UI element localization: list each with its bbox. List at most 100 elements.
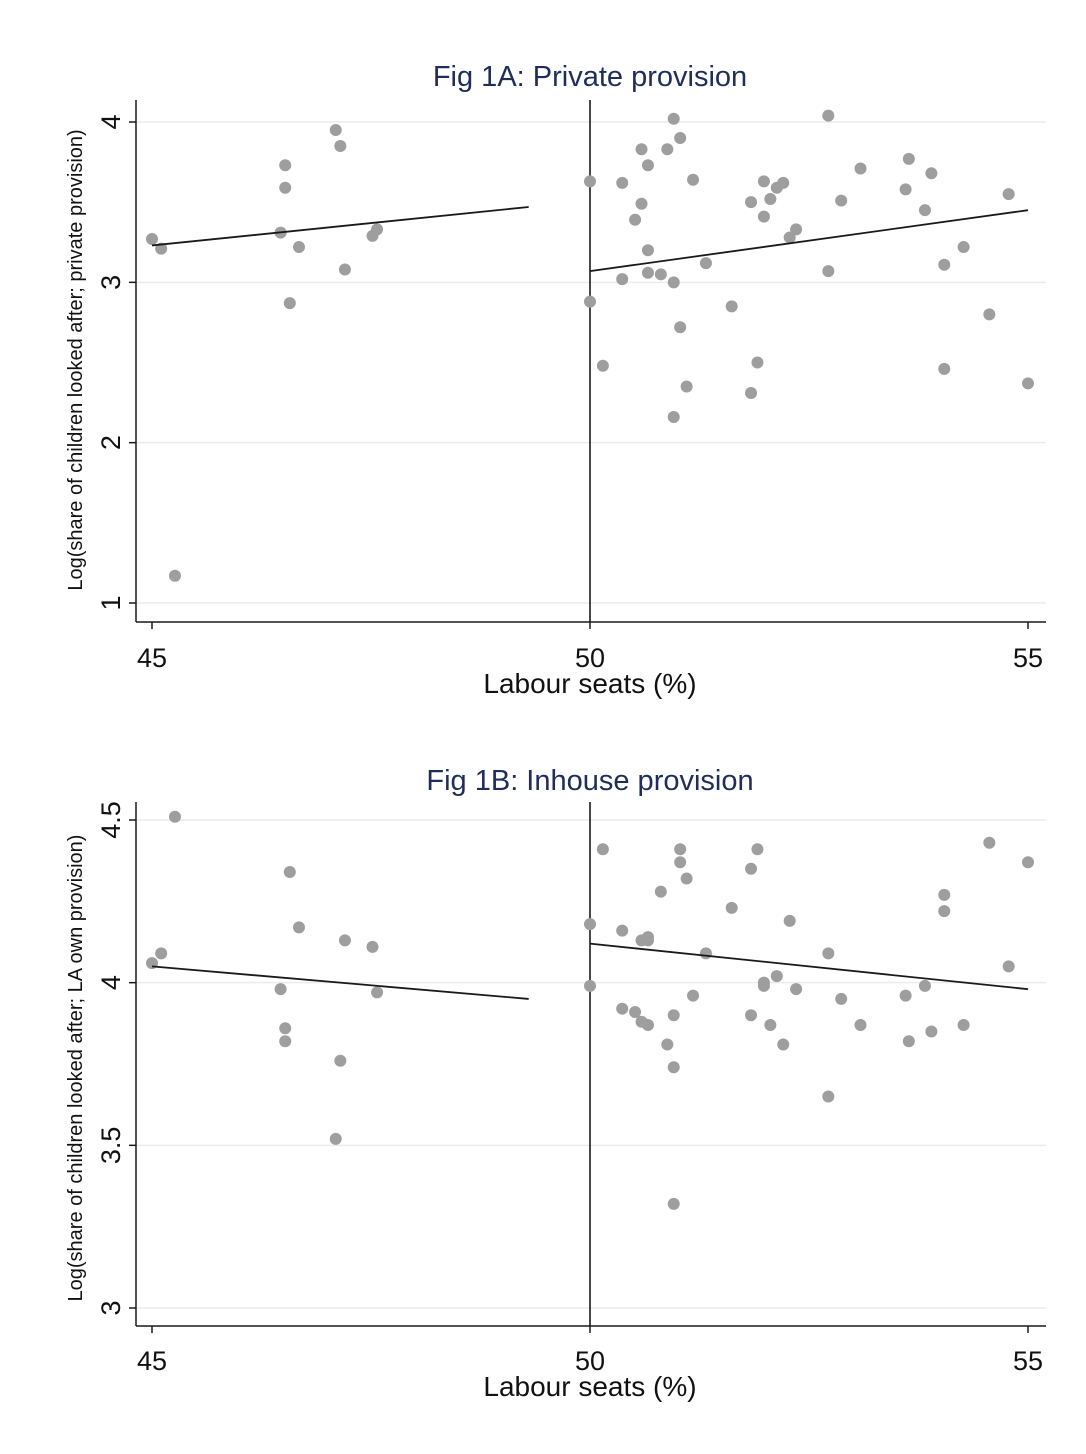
data-point	[938, 258, 951, 271]
data-point	[641, 244, 654, 257]
data-point	[584, 175, 596, 188]
y-tick-label: 4.5	[96, 801, 126, 839]
y-tick-label: 3	[96, 275, 126, 290]
data-point	[596, 359, 609, 372]
data-point	[667, 1061, 680, 1074]
plot-area: 3 3.5 4 4.5 45 50 55	[96, 801, 1046, 1376]
data-point	[661, 1038, 674, 1051]
data-point	[983, 836, 996, 849]
data-point	[822, 265, 835, 278]
data-point	[667, 411, 680, 424]
data-point	[783, 914, 796, 927]
data-point	[334, 140, 347, 153]
data-point	[674, 856, 687, 869]
data-point	[674, 843, 687, 856]
data-point	[667, 1009, 680, 1022]
chart-title: Fig 1A: Private provision	[433, 61, 747, 93]
x-axis-label: Labour seats (%)	[483, 668, 696, 699]
data-point	[635, 197, 648, 210]
data-point	[279, 159, 292, 172]
data-point	[338, 934, 351, 947]
data-point	[687, 989, 700, 1002]
data-point	[757, 175, 770, 188]
data-point	[292, 241, 305, 254]
y-tick-label: 3	[96, 1300, 126, 1315]
data-point	[279, 181, 292, 194]
data-point	[1022, 377, 1034, 390]
data-point	[279, 1035, 292, 1048]
data-point	[329, 124, 342, 137]
y-tick-label: 4	[96, 114, 126, 129]
data-point	[822, 947, 835, 960]
data-point	[957, 241, 970, 254]
data-point	[725, 300, 738, 313]
data-point	[902, 1035, 915, 1048]
data-point	[938, 888, 951, 901]
data-point	[899, 183, 912, 196]
data-point	[661, 143, 674, 156]
plot-area: 1 2 3 4 45 50 55	[96, 100, 1046, 673]
data-point	[667, 1197, 680, 1210]
data-point	[283, 297, 296, 310]
data-point	[680, 380, 693, 393]
data-point	[983, 308, 996, 321]
data-point	[745, 196, 758, 209]
chart-panel-b: Fig 1B: Inhouse provision Log(share of c…	[65, 765, 1046, 1402]
y-tick-label: 3.5	[96, 1127, 126, 1165]
data-point	[616, 273, 629, 286]
y-axis-label: Log(share of children looked after; LA o…	[65, 835, 87, 1302]
data-point	[902, 152, 915, 165]
y-tick-label: 1	[96, 595, 126, 610]
data-point	[635, 143, 648, 156]
data-point	[699, 257, 712, 270]
data-point	[338, 263, 351, 276]
x-tick-label: 55	[1013, 643, 1043, 673]
data-point	[279, 1022, 292, 1035]
data-point	[629, 213, 642, 226]
chart-panel-a: Fig 1A: Private provision Log(share of c…	[65, 61, 1046, 699]
data-point	[687, 173, 700, 186]
data-point	[674, 321, 687, 334]
data-point	[584, 918, 596, 931]
data-point	[745, 1009, 758, 1022]
data-point	[957, 1018, 970, 1031]
data-point	[371, 223, 384, 236]
data-point	[274, 983, 287, 996]
data-point	[925, 1025, 938, 1038]
data-point	[641, 931, 654, 944]
data-point	[725, 901, 738, 914]
data-point	[292, 921, 305, 934]
data-point	[641, 1018, 654, 1031]
fit-line	[151, 965, 529, 1000]
data-point	[334, 1054, 347, 1067]
data-point	[1002, 188, 1015, 201]
data-point	[146, 233, 158, 246]
data-point	[641, 266, 654, 279]
x-axis-label: Labour seats (%)	[483, 1371, 696, 1402]
data-point	[371, 986, 384, 999]
data-point	[168, 569, 181, 582]
data-point	[596, 843, 609, 856]
data-point	[1022, 856, 1034, 869]
data-point	[790, 223, 803, 236]
y-axis-label: Log(share of children looked after; priv…	[65, 129, 87, 590]
data-point	[822, 109, 835, 122]
data-point	[680, 872, 693, 885]
data-point	[783, 231, 796, 244]
data-point	[366, 940, 379, 953]
fit-line	[151, 206, 529, 247]
data-point	[764, 192, 777, 205]
data-point	[155, 947, 168, 960]
data-point	[667, 112, 680, 125]
data-point	[918, 204, 931, 217]
data-point	[854, 1018, 867, 1031]
data-point	[641, 159, 654, 172]
x-tick-label: 50	[575, 1346, 605, 1376]
y-tick-label: 4	[96, 975, 126, 990]
x-tick-label: 45	[137, 643, 167, 673]
data-point	[899, 989, 912, 1002]
x-tick-label: 55	[1013, 1346, 1043, 1376]
data-point	[168, 810, 181, 823]
data-point	[918, 979, 931, 992]
